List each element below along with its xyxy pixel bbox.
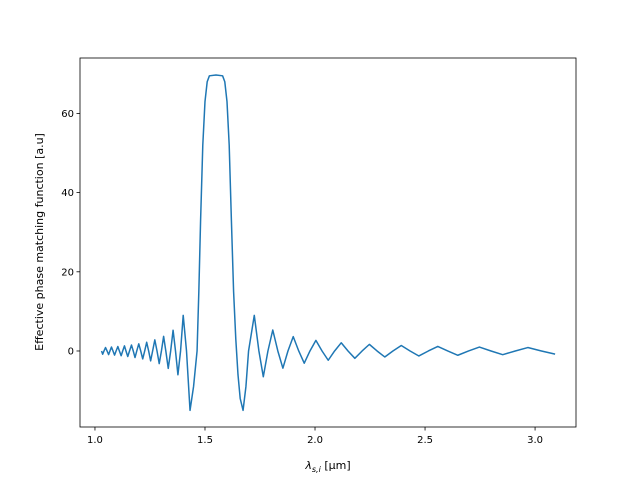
x-label-symbol: λ	[304, 459, 312, 472]
x-tick-label: 1.5	[197, 435, 213, 446]
x-tick-label: 2.0	[307, 435, 323, 446]
x-tick-label: 1.0	[87, 435, 103, 446]
y-axis-label: Effective phase matching function [a.u]	[33, 133, 46, 351]
plot-frame	[79, 57, 577, 428]
y-tick-label: 40	[61, 188, 74, 199]
y-tick-label: 0	[68, 346, 74, 357]
x-label-unit: [μm]	[324, 459, 350, 472]
y-tick-label: 60	[61, 109, 74, 120]
data-line	[100, 74, 556, 412]
y-tick-label: 20	[61, 267, 74, 278]
x-axis-label: λs,i [μm]	[304, 459, 350, 474]
x-tick-label: 3.0	[527, 435, 543, 446]
x-label-subscript: s,i	[312, 465, 322, 474]
x-tick-label: 2.5	[417, 435, 433, 446]
